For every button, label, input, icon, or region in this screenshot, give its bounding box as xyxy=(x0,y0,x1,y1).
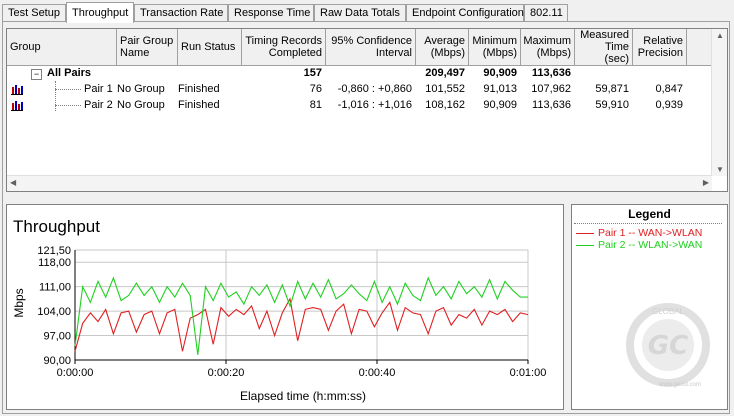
y-tick-label: 97,00 xyxy=(43,331,71,343)
table-row-group[interactable]: Pair 2 xyxy=(84,99,113,111)
series-line-pair-2 xyxy=(74,276,528,355)
table-row-timing-records: 81 xyxy=(309,99,322,111)
table-row-minimum: 91,013 xyxy=(483,83,517,95)
col-header-measured-time[interactable]: Measured Time (sec) xyxy=(575,29,633,66)
x-tick-label: 0:01:00 xyxy=(510,367,547,379)
watermark-url: www.gecid.com xyxy=(658,382,701,388)
legend-item-label: Pair 2 -- WLAN->WAN xyxy=(598,239,703,251)
col-header-maximum[interactable]: Maximum (Mbps) xyxy=(521,29,575,66)
x-axis-label: Elapsed time (h:mm:ss) xyxy=(240,389,366,403)
tree-connector xyxy=(55,89,81,90)
tab-test-setup[interactable]: Test Setup xyxy=(2,4,66,21)
col-header-filler xyxy=(687,29,714,66)
watermark-logo: GC GLOBAL www.gecid.com xyxy=(626,303,710,388)
table-row-average: 108,162 xyxy=(425,99,465,111)
scroll-left-icon[interactable]: ◀ xyxy=(10,178,17,187)
col-header-confidence[interactable]: 95% Confidence Interval xyxy=(326,29,416,66)
scroll-down-icon[interactable]: ▼ xyxy=(716,165,724,174)
table-row-group[interactable]: Pair 1 xyxy=(84,83,113,95)
chart-svg: Throughput Elapsed time (h:mm:ss) Mbps 9… xyxy=(12,217,546,403)
tab-802-11[interactable]: 802.11 xyxy=(524,4,568,21)
x-tick-label: 0:00:20 xyxy=(208,367,245,379)
tab-throughput[interactable]: Throughput xyxy=(66,2,134,23)
x-tick-label: 0:00:40 xyxy=(359,367,396,379)
col-header-run-status[interactable]: Run Status xyxy=(178,29,242,66)
tab-strip: Test Setup Throughput Transaction Rate R… xyxy=(2,2,734,23)
col-header-group[interactable]: Group xyxy=(7,29,117,66)
pair-chart-icon xyxy=(11,101,23,111)
pair-chart-icon xyxy=(11,85,23,95)
all-pairs-timing-records: 157 xyxy=(303,67,322,79)
results-table: Group Pair Group Name Run Status Timing … xyxy=(6,28,728,192)
scroll-up-icon[interactable]: ▲ xyxy=(716,31,724,40)
col-header-average[interactable]: Average (Mbps) xyxy=(416,29,469,66)
vertical-scrollbar[interactable]: ▲ ▼ xyxy=(711,29,727,176)
tab-response-time[interactable]: Response Time xyxy=(228,4,314,21)
grid-lines xyxy=(74,249,529,361)
throughput-chart: Throughput Elapsed time (h:mm:ss) Mbps 9… xyxy=(6,204,564,410)
table-row-maximum: 113,636 xyxy=(532,99,571,111)
table-row-run-status: Finished xyxy=(178,99,220,111)
table-row-measured-time: 59,910 xyxy=(595,99,629,111)
table-row-pair-group-name: No Group xyxy=(117,99,165,111)
y-axis-label: Mbps xyxy=(12,288,26,317)
horizontal-scrollbar[interactable]: ◀ ▶ xyxy=(7,175,712,191)
axes xyxy=(74,250,529,364)
table-row-minimum: 90,909 xyxy=(483,99,517,111)
legend-swatch xyxy=(576,244,594,246)
legend-swatch xyxy=(576,232,594,234)
tab-raw-data-totals[interactable]: Raw Data Totals xyxy=(314,4,406,21)
splitter[interactable] xyxy=(2,196,730,202)
legend-item-label: Pair 1 -- WAN->WLAN xyxy=(598,227,703,239)
legend-item-pair-1[interactable]: Pair 1 -- WAN->WLAN xyxy=(576,227,702,239)
all-pairs-minimum: 90,909 xyxy=(483,67,517,79)
x-tick-label: 0:00:00 xyxy=(57,367,94,379)
y-tick-label: 90,00 xyxy=(43,355,71,367)
table-row-pair-group-name: No Group xyxy=(117,83,165,95)
table-row-average: 101,552 xyxy=(425,83,465,95)
col-header-minimum[interactable]: Minimum (Mbps) xyxy=(469,29,521,66)
all-pairs-label[interactable]: All Pairs xyxy=(47,67,92,79)
watermark-text: GLOBAL xyxy=(652,307,685,316)
all-pairs-average: 209,497 xyxy=(425,67,465,79)
y-tick-label: 118,00 xyxy=(38,257,71,269)
series-line-pair-1 xyxy=(74,297,529,352)
tab-endpoint-configuration[interactable]: Endpoint Configuration xyxy=(406,4,524,21)
table-row-confidence: -0,860 : +0,860 xyxy=(337,83,412,95)
tree-connector xyxy=(55,105,81,106)
table-row-maximum: 107,962 xyxy=(531,83,571,95)
col-header-relative-precision[interactable]: Relative Precision xyxy=(633,29,687,66)
scroll-right-icon[interactable]: ▶ xyxy=(702,178,709,187)
table-row-measured-time: 59,871 xyxy=(595,83,629,95)
legend-panel: Legend Pair 1 -- WAN->WLAN Pair 2 -- WLA… xyxy=(571,204,728,410)
collapse-toggle[interactable]: − xyxy=(31,69,42,80)
table-row-run-status: Finished xyxy=(178,83,220,95)
legend-title: Legend xyxy=(628,207,671,221)
legend-item-pair-2[interactable]: Pair 2 -- WLAN->WAN xyxy=(576,239,702,251)
svg-text:GC: GC xyxy=(648,331,688,361)
y-tick-label: 121,50 xyxy=(37,245,71,257)
chart-title: Throughput xyxy=(13,217,100,236)
col-header-pair-group-name[interactable]: Pair Group Name xyxy=(117,29,178,66)
series-lines xyxy=(74,276,529,355)
legend-divider xyxy=(574,223,722,225)
tab-transaction-rate[interactable]: Transaction Rate xyxy=(134,4,228,21)
tree-connector xyxy=(55,81,56,111)
table-row-timing-records: 76 xyxy=(309,83,322,95)
y-tick-label: 104,00 xyxy=(37,306,71,318)
all-pairs-maximum: 113,636 xyxy=(531,67,571,79)
table-row-relative-precision: 0,847 xyxy=(655,83,683,95)
table-row-confidence: -1,016 : +1,016 xyxy=(337,99,412,111)
table-row-relative-precision: 0,939 xyxy=(655,99,683,111)
y-tick-label: 111,00 xyxy=(39,282,71,294)
col-header-timing-records[interactable]: Timing Records Completed xyxy=(242,29,326,66)
